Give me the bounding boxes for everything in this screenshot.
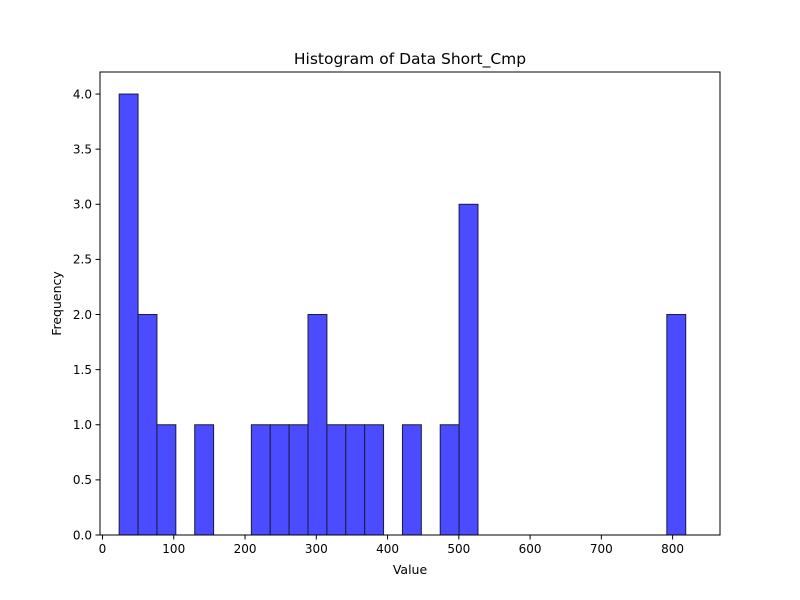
y-tick-label: 1.0 [73,418,92,432]
histogram-bar-13 [364,424,385,536]
y-axis-label: Frequency [49,271,64,336]
histogram-bar-1 [137,314,158,536]
y-tick-label: 0.0 [73,528,92,542]
plot-frame [99,71,721,536]
y-tick-label: 2.0 [73,308,92,322]
y-tick-label: 3.5 [73,142,92,156]
histogram-bar-17 [439,424,460,536]
x-tick-label: 500 [447,542,470,556]
histogram-bar-10 [307,314,328,536]
histogram-bar-11 [326,424,347,536]
histogram-bar-18 [458,203,479,536]
bars-group [118,93,687,536]
y-tick-label: 3.0 [73,198,92,212]
histogram-bar-9 [288,424,309,536]
y-tick-label: 4.0 [73,87,92,101]
histogram-bar-15 [401,424,422,536]
x-tick-label: 800 [661,542,684,556]
x-tick-label: 100 [162,542,185,556]
histogram-bar-2 [156,424,177,536]
chart-title: Histogram of Data Short_Cmp [294,50,526,69]
x-tick-label: 700 [590,542,613,556]
x-tick-label: 300 [305,542,328,556]
x-tick-label: 600 [519,542,542,556]
histogram-bar-0 [118,93,139,536]
y-tick-label: 2.5 [73,253,92,267]
y-tick-label: 0.5 [73,473,92,487]
x-tick-label: 200 [234,542,257,556]
histogram-bar-4 [194,424,215,536]
histogram-bar-29 [666,314,687,536]
histogram-bar-7 [250,424,271,536]
x-axis-ticks: 0 100 200 300 400 500 600 700 800 [99,535,684,556]
histogram-bar-12 [345,424,366,536]
x-axis-label: Value [393,562,428,577]
x-tick-label: 0 [99,542,107,556]
x-tick-label: 400 [376,542,399,556]
y-axis-ticks: 0.0 0.5 1.0 1.5 2.0 2.5 3.0 3.5 4.0 [73,87,100,542]
y-tick-label: 1.5 [73,363,92,377]
histogram-bar-8 [269,424,290,536]
